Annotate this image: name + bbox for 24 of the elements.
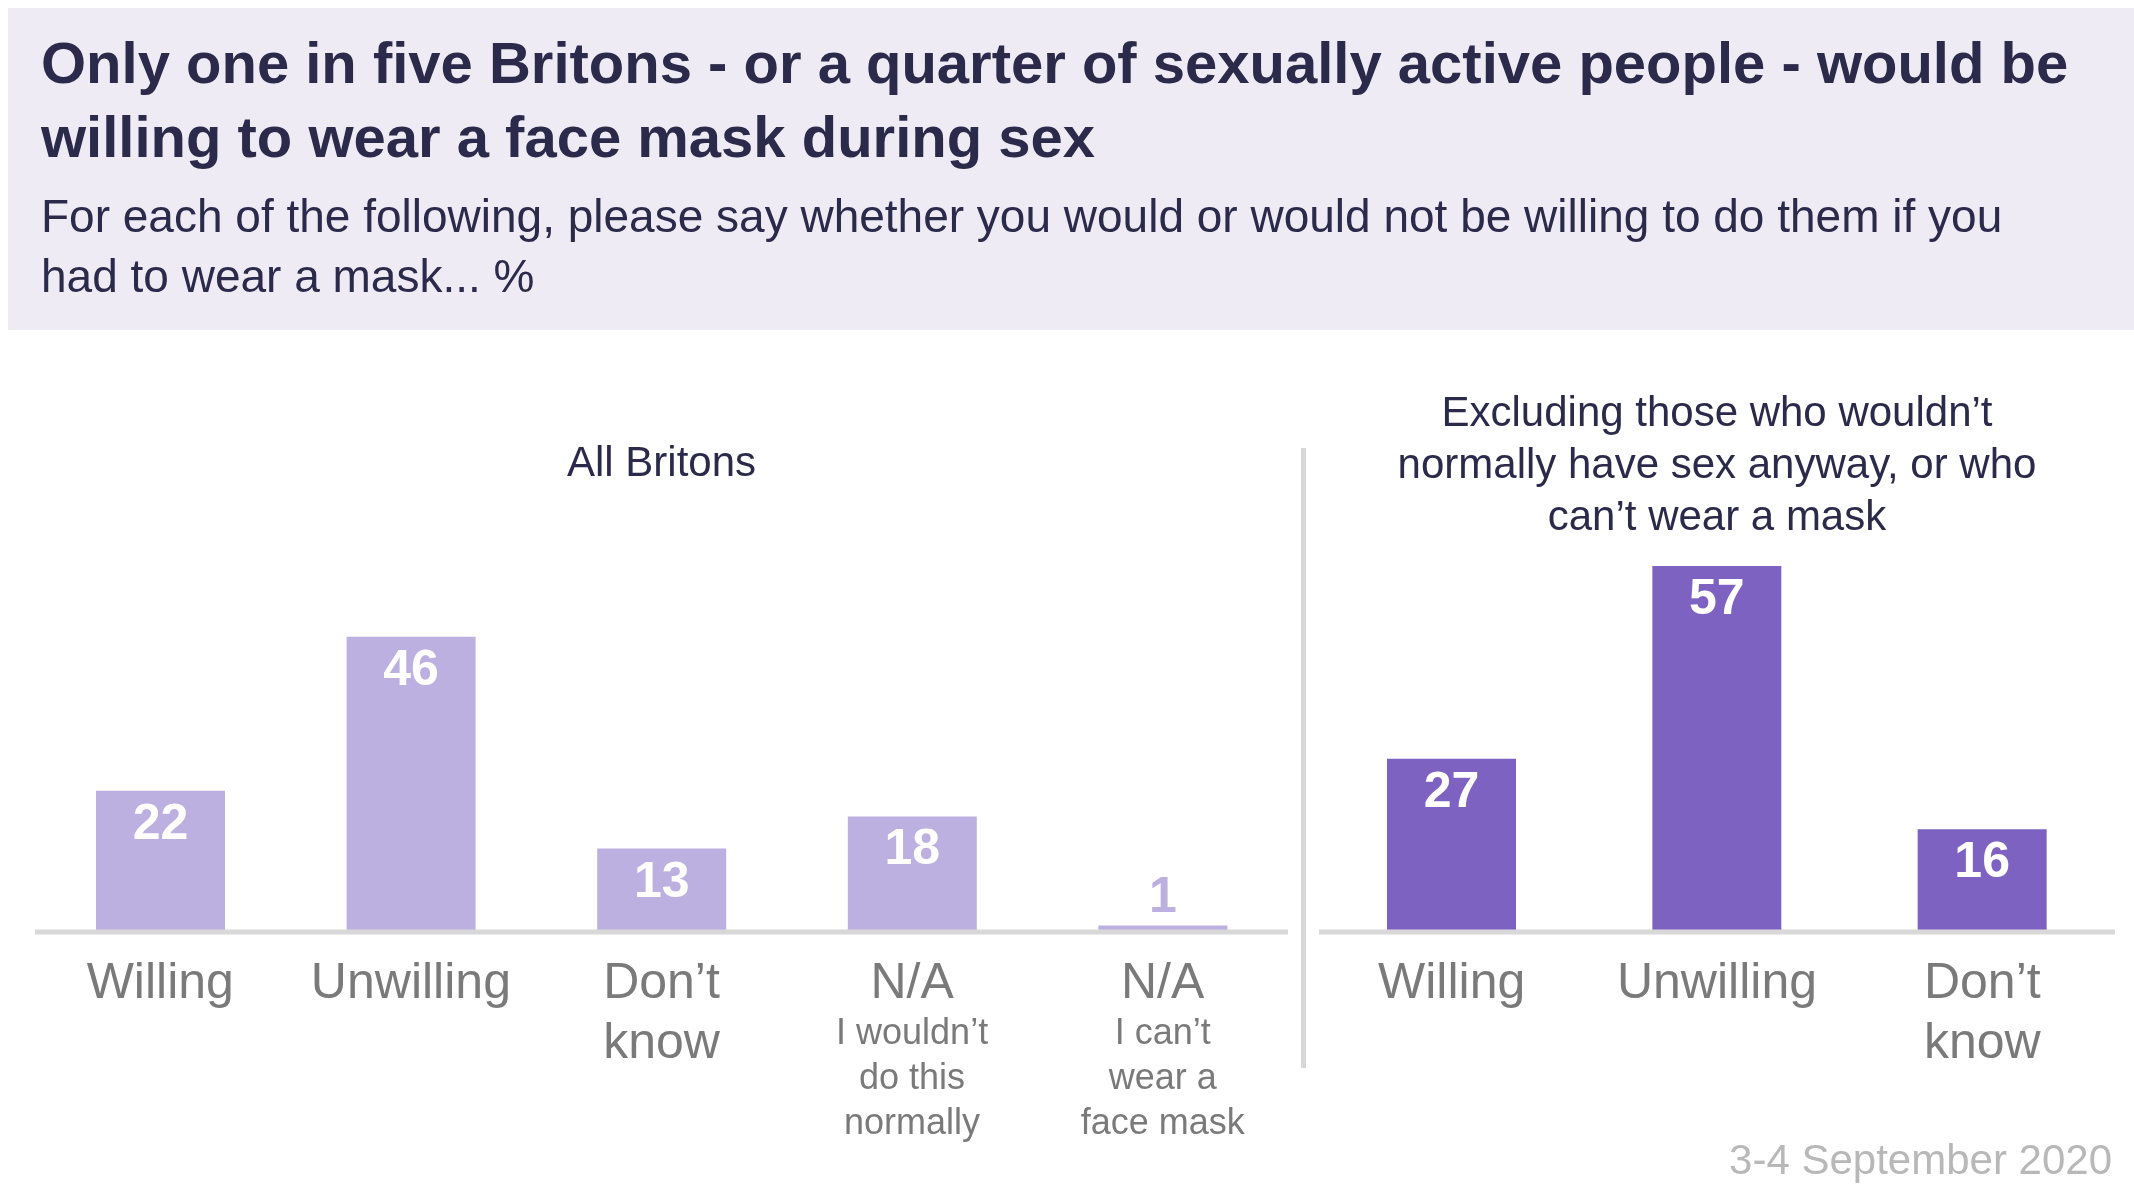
data-label: 57 <box>1689 569 1745 625</box>
bar <box>346 636 476 932</box>
data-label: 13 <box>633 851 690 908</box>
chart-title: All Britons <box>565 437 758 487</box>
data-label: 1 <box>1148 866 1177 923</box>
bar <box>96 790 225 932</box>
x-tick-label: N/A I can’t wear a face mask <box>1080 953 1246 1142</box>
data-label: 18 <box>884 819 941 876</box>
data-label: 27 <box>1423 761 1480 818</box>
x-tick-label: Unwilling <box>310 953 511 1009</box>
text: Only one in five Britons - or a quarter of sexually active people - would be willing to wear a face mask during sex <box>41 29 2070 171</box>
data-label: 46 <box>383 639 439 696</box>
x-tick-label: Willing <box>86 953 234 1009</box>
text: 3-4 September 2020 <box>1729 1136 2112 1184</box>
text: For each of the following, please say whether you would or would not be willing to do them if you had to wear a mask... % <box>41 189 2004 304</box>
bar <box>847 816 977 932</box>
x-tick-label: Don’t know <box>603 953 721 1069</box>
data-label: 22 <box>132 793 189 850</box>
x-tick-label: Don’t know <box>1923 953 2042 1069</box>
x-tick-label: Willing <box>1378 953 1526 1009</box>
data-label: 16 <box>1954 832 2010 889</box>
x-tick-label: Unwilling <box>1616 953 1818 1009</box>
chart-title: Excluding those who wouldn’t normally have sex anyway, or who can’t wear a mask <box>1396 387 2038 541</box>
x-tick-label: N/A I wouldn’t do this normally <box>836 953 989 1142</box>
